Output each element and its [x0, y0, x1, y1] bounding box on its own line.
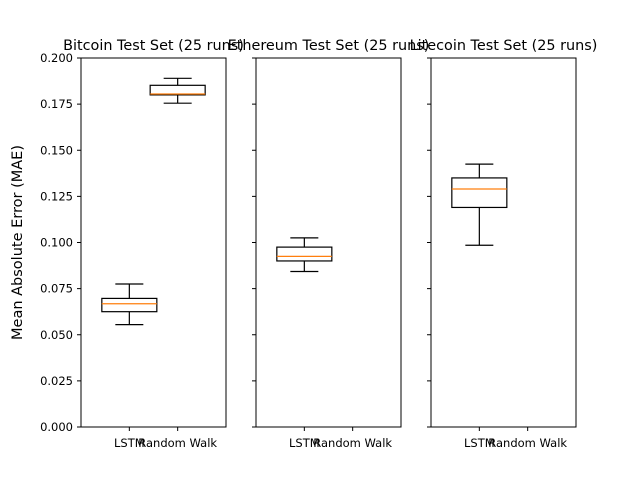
y-tick-label-2: 0.050 [40, 328, 73, 342]
x-tick-label-3-1: Random Walk [488, 436, 567, 450]
x-tick-label-3-0: LSTM [464, 436, 495, 450]
axes-frame-1 [80, 57, 227, 428]
box-iqr [451, 177, 508, 209]
x-tick-label-2-0: LSTM [289, 436, 320, 450]
x-tick-label-2-1: Random Walk [313, 436, 392, 450]
box-2-lstm [276, 237, 333, 273]
box-iqr [101, 297, 158, 313]
y-tick-label-0: 0.000 [40, 420, 73, 434]
y-tick-label-3: 0.075 [40, 282, 73, 296]
y-tick-label-1: 0.025 [40, 374, 73, 388]
y-axis-label: Mean Absolute Error (MAE) [10, 145, 26, 340]
axes-frame-3 [430, 57, 577, 428]
y-tick-label-5: 0.125 [40, 189, 73, 203]
y-tick-label-6: 0.150 [40, 143, 73, 157]
box-iqr [149, 84, 206, 96]
subplot-1: Bitcoin Test Set (25 runs) 0.000 0.025 0.05… [40, 38, 244, 450]
subplot-panels: Bitcoin Test Set (25 runs) 0.000 0.025 0.05… [40, 38, 597, 450]
x-tick-label-1-0: LSTM [114, 436, 145, 450]
subplot-title-3: Litecoin Test Set (25 runs) [410, 38, 598, 54]
y-tick-label-4: 0.100 [40, 236, 73, 250]
box-1-lstm [101, 283, 158, 326]
y-tick-label-7: 0.175 [40, 97, 73, 111]
y-tick-label-8: 0.200 [40, 51, 73, 65]
subplot-title-1: Bitcoin Test Set (25 runs) [63, 38, 244, 54]
box-1-random-walk [149, 77, 206, 104]
box-iqr [276, 246, 333, 262]
x-tick-label-1-1: Random Walk [138, 436, 217, 450]
subplot-title-2: Ethereum Test Set (25 runs) [228, 38, 430, 54]
axes-frame-2 [255, 57, 402, 428]
box-3-lstm [451, 163, 508, 246]
